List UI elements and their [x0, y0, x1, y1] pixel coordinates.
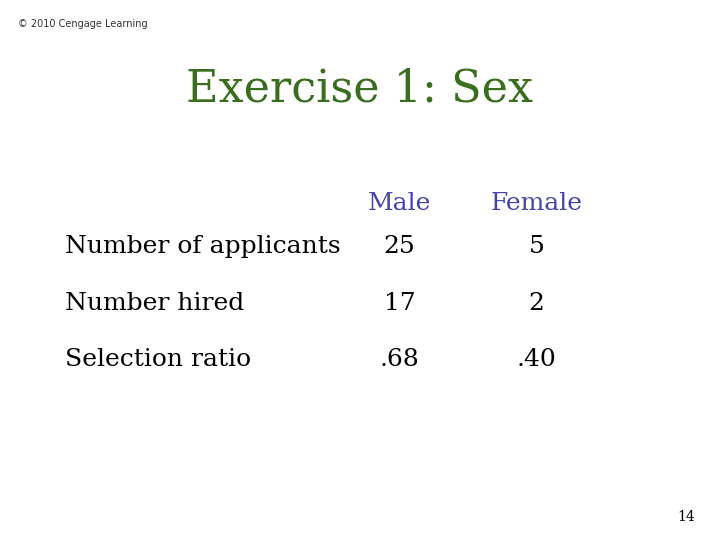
Text: 25: 25 — [384, 235, 415, 258]
Text: Selection ratio: Selection ratio — [65, 348, 251, 372]
Text: Number of applicants: Number of applicants — [65, 235, 341, 258]
Text: Number hired: Number hired — [65, 292, 244, 315]
Text: 5: 5 — [528, 235, 544, 258]
Text: 17: 17 — [384, 292, 415, 315]
Text: .40: .40 — [516, 348, 557, 372]
Text: © 2010 Cengage Learning: © 2010 Cengage Learning — [18, 19, 148, 29]
Text: Male: Male — [368, 192, 431, 215]
Text: .68: .68 — [379, 348, 420, 372]
Text: Female: Female — [490, 192, 582, 215]
Text: 2: 2 — [528, 292, 544, 315]
Text: Exercise 1: Sex: Exercise 1: Sex — [186, 68, 534, 111]
Text: 14: 14 — [677, 510, 695, 524]
